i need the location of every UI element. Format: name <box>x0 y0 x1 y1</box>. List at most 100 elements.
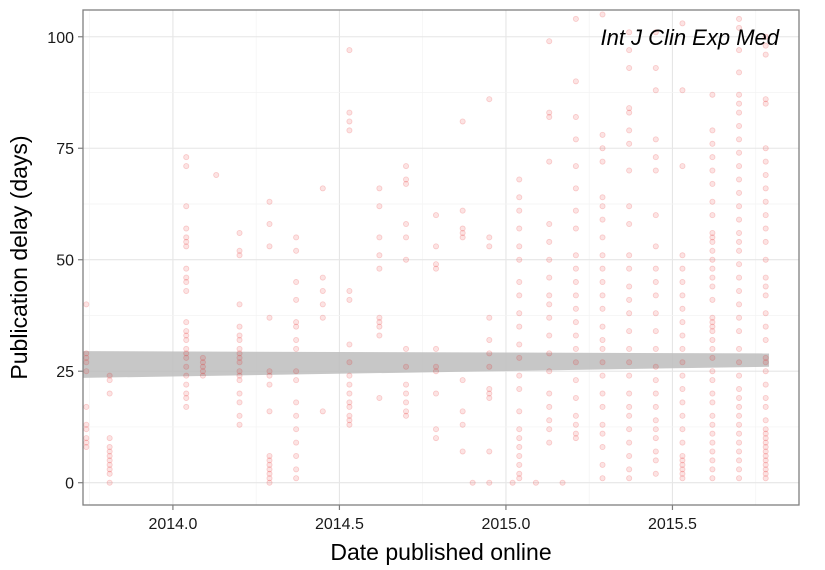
data-point <box>599 336 606 343</box>
data-point <box>546 439 553 446</box>
data-point <box>546 221 553 228</box>
data-point <box>736 314 743 321</box>
data-point <box>236 354 243 361</box>
y-tick-label: 75 <box>56 141 74 158</box>
data-point <box>236 336 243 343</box>
data-point <box>736 238 743 245</box>
data-point <box>626 140 633 147</box>
data-point <box>236 399 243 406</box>
data-point <box>599 203 606 210</box>
data-point <box>652 154 659 161</box>
data-point <box>236 372 243 379</box>
data-point <box>679 386 686 393</box>
data-point <box>736 69 743 76</box>
data-point <box>572 163 579 170</box>
data-point <box>346 412 353 419</box>
data-point <box>599 444 606 451</box>
data-point <box>762 448 769 455</box>
data-point <box>266 475 273 482</box>
data-point <box>709 448 716 455</box>
data-point <box>762 368 769 375</box>
data-point <box>679 319 686 326</box>
data-point <box>516 292 523 299</box>
data-point <box>679 466 686 473</box>
data-point <box>403 363 410 370</box>
data-point <box>486 243 493 250</box>
data-point <box>236 252 243 259</box>
data-point <box>736 457 743 464</box>
data-point <box>516 426 523 433</box>
data-point <box>319 314 326 321</box>
data-point <box>762 100 769 107</box>
data-point <box>736 274 743 281</box>
data-point <box>546 332 553 339</box>
data-point <box>459 229 466 236</box>
data-point <box>652 279 659 286</box>
data-point <box>266 461 273 468</box>
data-point <box>652 310 659 317</box>
data-point <box>83 435 90 442</box>
data-point <box>183 332 190 339</box>
data-point <box>709 430 716 437</box>
data-point <box>516 243 523 250</box>
data-point <box>236 350 243 357</box>
y-tick-label: 50 <box>56 253 74 270</box>
data-point <box>516 461 523 468</box>
x-axis: 2014.0 2014.5 2015.0 2015.5 <box>148 505 697 533</box>
data-point <box>736 100 743 107</box>
data-point <box>183 319 190 326</box>
data-point <box>106 377 113 384</box>
data-point <box>346 359 353 366</box>
confidence-band <box>83 351 770 378</box>
data-point <box>736 386 743 393</box>
data-point <box>486 394 493 401</box>
data-point <box>546 403 553 410</box>
data-point <box>762 470 769 477</box>
data-point <box>679 332 686 339</box>
data-point <box>346 417 353 424</box>
data-point <box>652 212 659 219</box>
data-point <box>236 368 243 375</box>
data-point <box>433 243 440 250</box>
data-point <box>266 372 273 379</box>
data-point <box>709 256 716 263</box>
data-point <box>516 354 523 361</box>
data-point <box>546 368 553 375</box>
data-point <box>183 265 190 272</box>
data-point <box>709 314 716 321</box>
data-point <box>199 372 206 379</box>
data-point <box>599 145 606 152</box>
data-point <box>346 287 353 294</box>
data-point <box>486 96 493 103</box>
data-point <box>599 265 606 272</box>
data-point <box>736 216 743 223</box>
data-point <box>762 359 769 366</box>
data-point <box>106 448 113 455</box>
data-point <box>736 136 743 143</box>
data-point <box>236 247 243 254</box>
data-point <box>516 207 523 214</box>
data-point <box>346 421 353 428</box>
data-point <box>433 363 440 370</box>
data-point <box>709 354 716 361</box>
data-point <box>106 444 113 451</box>
data-point <box>486 363 493 370</box>
data-point <box>762 444 769 451</box>
data-point <box>183 363 190 370</box>
data-point <box>183 279 190 286</box>
data-point <box>293 439 300 446</box>
data-point <box>572 185 579 192</box>
data-point <box>546 314 553 321</box>
data-point <box>516 386 523 393</box>
data-point <box>679 87 686 94</box>
data-point <box>346 127 353 134</box>
y-tick-label: 0 <box>65 476 74 493</box>
data-point <box>626 475 633 482</box>
data-point <box>376 234 383 241</box>
data-point <box>516 176 523 183</box>
data-point <box>626 403 633 410</box>
data-point <box>183 225 190 232</box>
data-point <box>599 359 606 366</box>
data-point <box>486 386 493 393</box>
data-point <box>572 377 579 384</box>
